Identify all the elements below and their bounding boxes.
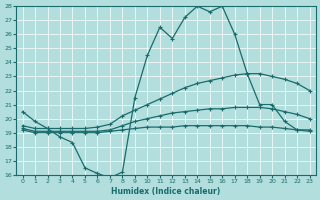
X-axis label: Humidex (Indice chaleur): Humidex (Indice chaleur) xyxy=(111,187,221,196)
